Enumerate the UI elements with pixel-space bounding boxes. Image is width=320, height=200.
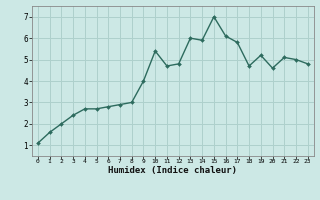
X-axis label: Humidex (Indice chaleur): Humidex (Indice chaleur) bbox=[108, 166, 237, 175]
